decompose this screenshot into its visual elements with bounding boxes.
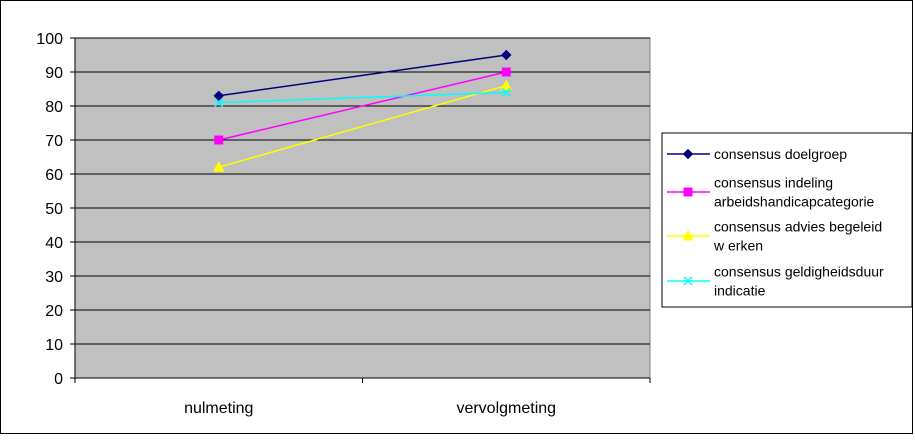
y-tick-label: 90 (45, 65, 63, 82)
series-line (218, 91, 507, 104)
y-tick-label: 20 (45, 303, 63, 320)
legend-label: w erken (713, 238, 763, 254)
series-line (218, 71, 507, 141)
x-tick-label: vervolgmeting (456, 400, 556, 417)
x-tick-label: nulmeting (184, 400, 253, 417)
y-tick-label: 40 (45, 235, 63, 252)
y-tick-label: 70 (45, 133, 63, 150)
legend-entry-3: consensus advies begeleid w erken (667, 219, 882, 254)
legend-marker (683, 276, 693, 286)
legend-marker (683, 187, 693, 197)
series-line (218, 84, 507, 168)
y-tick-label: 0 (54, 371, 63, 388)
data-point (501, 67, 511, 77)
grid-lines (75, 37, 650, 345)
legend: consensus doelgroep consensus indeling arb… (661, 132, 913, 308)
y-tick-label: 80 (45, 99, 63, 116)
series-1 (213, 49, 512, 102)
y-tick-label: 10 (45, 337, 63, 354)
data-point (212, 161, 225, 172)
axes: 0 10 20 30 40 50 60 70 80 90 100 nulmeting vervolgme… (36, 31, 651, 417)
legend-label: indicatie (714, 283, 766, 299)
y-tick-label: 30 (45, 269, 63, 286)
series-2 (214, 67, 511, 145)
y-tick-label: 100 (36, 31, 63, 48)
data-point (214, 135, 224, 145)
series-4 (214, 87, 511, 108)
legend-marker (682, 229, 694, 241)
series-line (218, 54, 507, 97)
y-tick-label: 60 (45, 167, 63, 184)
legend-entry-1: consensus doelgroep (667, 146, 847, 162)
data-point (213, 90, 224, 102)
legend-label: arbeidshandicapcategorie (714, 194, 875, 210)
data-point (214, 98, 224, 108)
marker-stroke (501, 87, 511, 97)
marker-stroke (683, 276, 693, 286)
series-layer (212, 49, 513, 172)
legend-label: consensus geldigheidsduur (714, 264, 884, 280)
data-point (501, 49, 512, 61)
legend-entry-2: consensus indeling arbeidshandicapcategor… (667, 175, 875, 210)
data-point (501, 87, 511, 97)
legend-marker (682, 148, 694, 160)
data-point (500, 79, 513, 91)
legend-entry-4: consensus geldigheidsduur indicatie (667, 264, 884, 299)
series-3 (212, 79, 513, 172)
y-tick-label: 50 (45, 201, 63, 218)
legend-label: consensus doelgroep (714, 146, 847, 162)
legend-box (661, 132, 913, 308)
legend-label: consensus indeling (714, 175, 833, 191)
legend-label: consensus advies begeleid (714, 219, 882, 235)
marker-stroke (214, 98, 224, 108)
